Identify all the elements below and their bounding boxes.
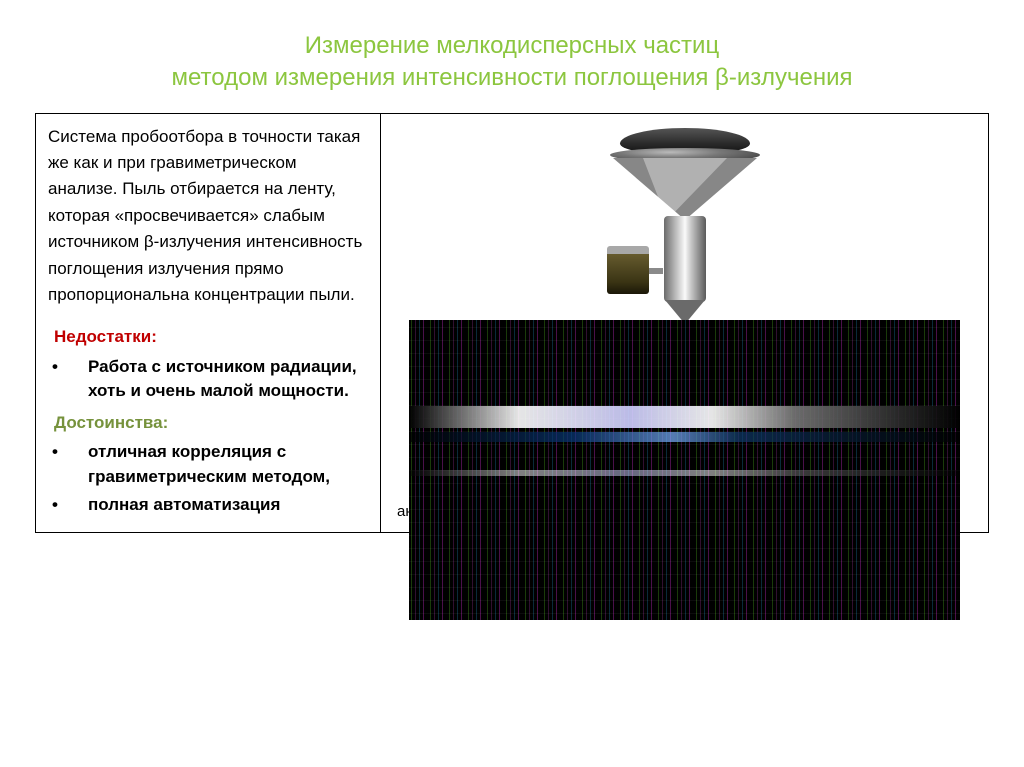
disadvantages-heading: Недостатки: [54,324,368,350]
image-cell: анализатор HORIBA APDA-371 для мониторин… [381,114,988,532]
title-line-1: Измерение мелкодисперсных частиц [305,32,719,59]
device-image [391,122,978,496]
advantages-heading: Достоинства: [54,410,368,436]
list-item-text: отличная корреляция с гравиметрическим м… [88,440,368,489]
disadvantages-list: • Работа с источником радиации, хоть и о… [48,355,368,404]
list-item: • полная автоматизация [48,493,368,518]
list-item-text: Работа с источником радиации, хоть и оче… [88,355,368,404]
content-table: Система пробоотбора в точности такая же … [35,113,989,533]
bullet-icon: • [48,493,88,518]
slide-title: Измерение мелкодисперсных частиц методом… [35,30,989,95]
title-line-2: методом измерения интенсивности поглощен… [172,64,853,91]
sampler-head-illustration [575,128,795,328]
text-cell: Система пробоотбора в точности такая же … [36,114,381,532]
advantages-list: • отличная корреляция с гравиметрическим… [48,440,368,518]
corrupted-image-region [409,320,960,620]
list-item-text: полная автоматизация [88,493,368,518]
list-item: • Работа с источником радиации, хоть и о… [48,355,368,404]
bullet-icon: • [48,355,88,404]
bullet-icon: • [48,440,88,489]
description-paragraph: Система пробоотбора в точности такая же … [48,124,368,308]
list-item: • отличная корреляция с гравиметрическим… [48,440,368,489]
